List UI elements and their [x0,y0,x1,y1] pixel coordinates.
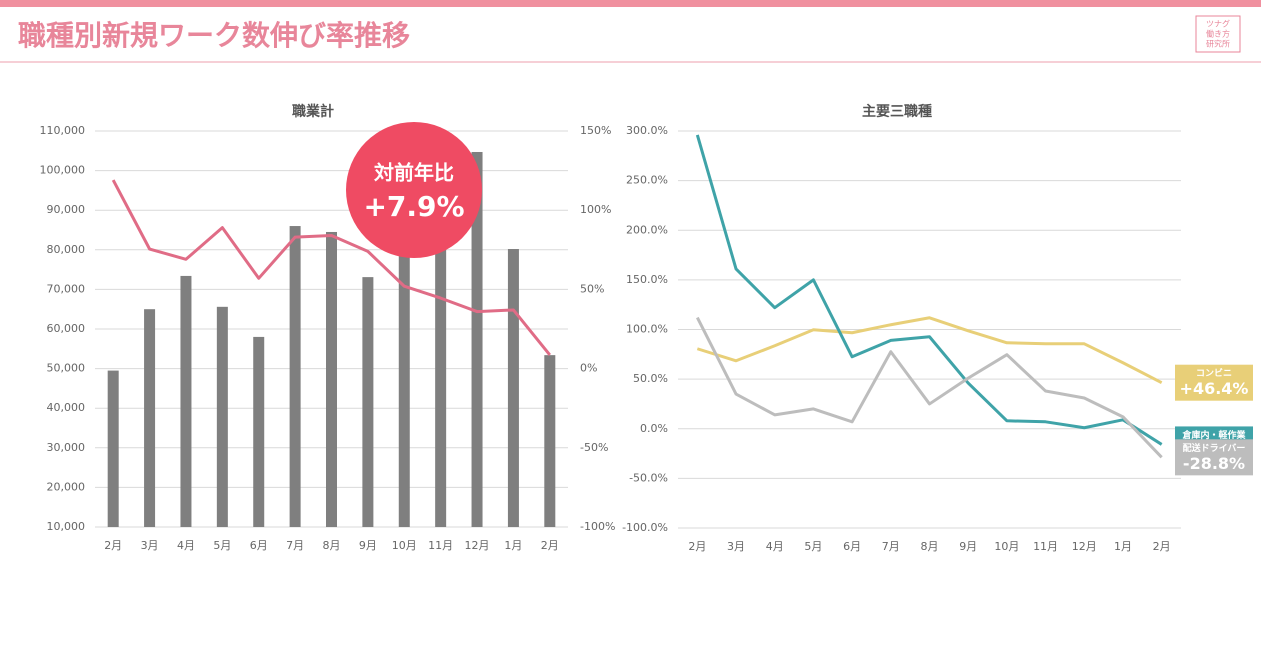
x-tick-label: 5月 [213,539,231,552]
x-tick-label: 6月 [843,540,861,553]
x-tick-label: 6月 [250,539,268,552]
x-tick-label: 2月 [1153,540,1171,553]
badge-value: +46.4% [1180,379,1249,398]
badge-name: 配送ドライバー [1183,442,1246,454]
x-tick-label: 2月 [541,539,559,552]
bar [107,370,119,527]
logo-text: ツナグ [1206,19,1230,29]
callout-value: +7.9% [363,190,464,223]
x-tick-label: 10月 [994,540,1019,553]
y-tick-label: 200.0% [626,223,668,236]
bar [289,226,301,528]
logo-text: 働き方 [1206,29,1230,39]
y-tick-label: -100.0% [622,521,668,534]
page-title: 職種別新規ワーク数伸び率推移 [18,19,410,52]
y2-tick-label: 100% [580,203,611,216]
bar [544,355,556,527]
logo-box [1195,15,1241,53]
chart-title: 主要三職種 [862,103,932,120]
y-tick-label: 80,000 [47,243,86,256]
end-badge [1175,364,1253,401]
x-tick-label: 1月 [1114,540,1132,553]
y-tick-label: 100.0% [626,323,668,336]
x-tick-label: 4月 [177,539,195,552]
y-tick-label: -50.0% [629,471,668,484]
x-tick-label: 12月 [1072,540,1097,553]
y-tick-label: 20,000 [47,480,86,493]
x-tick-label: 7月 [286,539,304,552]
callout-bubble [346,122,482,258]
bar [144,309,156,527]
y2-tick-label: 0% [580,362,597,375]
x-tick-label: 1月 [504,539,522,552]
y-tick-label: 10,000 [47,520,86,533]
y-tick-label: 100,000 [40,164,86,177]
x-tick-label: 10月 [392,539,417,552]
line [111,179,551,356]
bar [435,241,447,527]
x-tick-label: 3月 [727,540,745,553]
line [695,134,1163,446]
bar [253,336,265,527]
end-badge [1175,439,1253,476]
x-tick-label: 11月 [428,539,453,552]
x-tick-label: 9月 [959,540,977,553]
badge-value: -28.8% [1183,454,1245,473]
line [696,316,1163,385]
bar [216,306,228,527]
callout-label: 対前年比 [373,161,454,185]
y-tick-label: 110,000 [40,124,86,137]
logo-text: 研究所 [1206,39,1230,49]
y-tick-label: 50,000 [47,362,86,375]
chart-title: 職業計 [292,103,334,120]
x-tick-label: 2月 [688,540,706,553]
x-tick-label: 11月 [1033,540,1058,553]
badge-name: コンビニ [1196,367,1232,379]
x-tick-label: 3月 [141,539,159,552]
bar [471,151,483,527]
x-tick-label: 5月 [804,540,822,553]
x-tick-label: 7月 [882,540,900,553]
y-tick-label: 40,000 [47,401,86,414]
bar [180,275,192,527]
y-tick-label: 70,000 [47,282,86,295]
y-tick-label: 30,000 [47,441,86,454]
bar [326,231,337,528]
y2-tick-label: 50% [580,282,604,295]
bar [398,249,410,528]
x-tick-label: 2月 [104,539,122,552]
y2-tick-label: 150% [580,124,611,137]
bar [362,277,374,527]
y-tick-label: 300.0% [626,124,668,137]
y-tick-label: 150.0% [626,273,668,286]
y-tick-label: 60,000 [47,322,86,335]
x-tick-label: 8月 [323,539,341,552]
y-tick-label: 250.0% [626,174,668,187]
y-tick-label: 90,000 [47,203,86,216]
x-tick-label: 9月 [359,539,377,552]
y-tick-label: 0.0% [640,422,668,435]
y2-tick-label: -50% [580,441,608,454]
y-tick-label: 50.0% [633,372,668,385]
y2-tick-label: -100% [580,520,615,533]
x-tick-label: 12月 [465,539,490,552]
line [696,316,1163,459]
top-bar [0,0,1261,7]
bar [507,249,519,527]
x-tick-label: 4月 [766,540,784,553]
x-tick-label: 8月 [921,540,939,553]
badge-name: 倉庫内・軽作業 [1181,429,1246,441]
